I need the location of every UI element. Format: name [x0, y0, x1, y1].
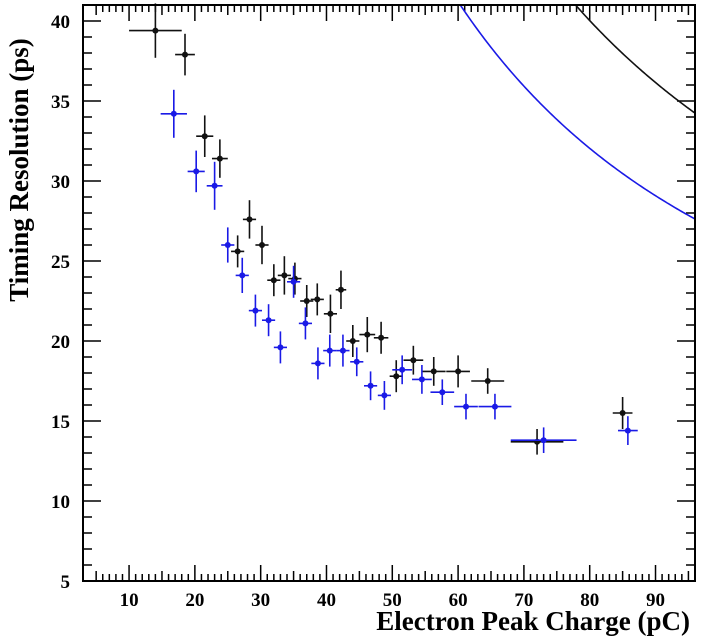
x-tick-label: 50 — [383, 590, 402, 611]
y-tick-label: 35 — [51, 92, 70, 113]
blue-data-point — [221, 227, 235, 263]
blue-data-point — [287, 265, 301, 298]
black-data-point — [288, 262, 302, 295]
black-data-point — [359, 317, 376, 353]
blue-data-point — [363, 371, 378, 401]
blue-data-point — [430, 379, 455, 405]
blue-data-point — [618, 416, 638, 445]
x-tick-label: 40 — [317, 590, 336, 611]
black-data-point — [267, 264, 281, 297]
black-data-point — [242, 200, 257, 239]
black-data-point — [373, 321, 389, 354]
blue-data-point — [377, 381, 391, 410]
y-tick-label: 5 — [61, 572, 71, 593]
blue-data-point — [206, 161, 223, 210]
blue-data-point — [273, 331, 287, 364]
blue-data-point — [392, 355, 413, 385]
blue-data-point — [311, 347, 325, 380]
black-data-point — [403, 345, 424, 375]
black-fit-curve — [574, 5, 695, 114]
x-tick-label: 30 — [251, 590, 270, 611]
plot-frame — [82, 4, 696, 582]
blue-data-point — [187, 150, 205, 193]
black-data-point — [510, 429, 564, 455]
black-data-point — [310, 283, 324, 316]
x-tick-label: 80 — [580, 590, 599, 611]
blue-data-point — [261, 304, 276, 337]
x-tick-label: 60 — [449, 590, 468, 611]
x-tick-label: 20 — [185, 590, 204, 611]
blue-data-point — [298, 307, 313, 340]
black-data-point — [129, 3, 182, 58]
black-data-point — [471, 368, 505, 394]
black-data-point — [231, 235, 245, 268]
black-data-point — [446, 355, 470, 388]
black-data-point — [211, 139, 228, 178]
y-tick-label: 15 — [51, 412, 70, 433]
black-data-point — [277, 256, 291, 295]
blue-data-point — [248, 294, 262, 327]
black-data-point — [335, 270, 347, 309]
y-tick-label: 10 — [51, 492, 70, 513]
fit-curves — [459, 5, 695, 220]
y-tick-label: 25 — [51, 252, 70, 273]
x-tick-labels: 10 20 30 40 50 60 70 80 90 — [120, 590, 665, 611]
x-tick-label: 70 — [514, 590, 533, 611]
blue-data-point — [336, 334, 350, 367]
black-data-point — [323, 294, 338, 333]
black-data-point — [255, 225, 269, 265]
black-data-point — [196, 115, 214, 157]
blue-data-point — [323, 334, 337, 367]
black-data-point — [346, 325, 360, 357]
black-data-point — [421, 357, 446, 386]
x-axis-title: Electron Peak Charge (pC) — [376, 606, 690, 636]
x-tick-label: 90 — [646, 590, 665, 611]
blue-data-point — [454, 393, 478, 420]
black-data-point — [300, 285, 314, 317]
blue-data-point — [412, 365, 432, 394]
black-data-point — [389, 360, 403, 393]
x-tick-label: 10 — [120, 590, 139, 611]
y-tick-label: 20 — [51, 332, 70, 353]
blue-data-point — [235, 257, 249, 293]
blue-data-point — [350, 347, 364, 377]
blue-data-point — [510, 427, 577, 453]
black-data-point — [175, 33, 195, 76]
y-axis-title: Timing Resolution (ps) — [4, 38, 34, 302]
blue-data-point — [160, 89, 187, 138]
blue-fit-curve — [459, 5, 695, 220]
blue-data-point — [478, 393, 512, 420]
black-data-point — [612, 397, 633, 429]
y-tick-label: 40 — [51, 12, 70, 33]
y-tick-labels: 5 10 15 20 25 30 35 40 — [51, 12, 70, 593]
y-tick-label: 30 — [51, 172, 70, 193]
axis-ticks — [83, 4, 695, 582]
data-points — [129, 3, 638, 455]
